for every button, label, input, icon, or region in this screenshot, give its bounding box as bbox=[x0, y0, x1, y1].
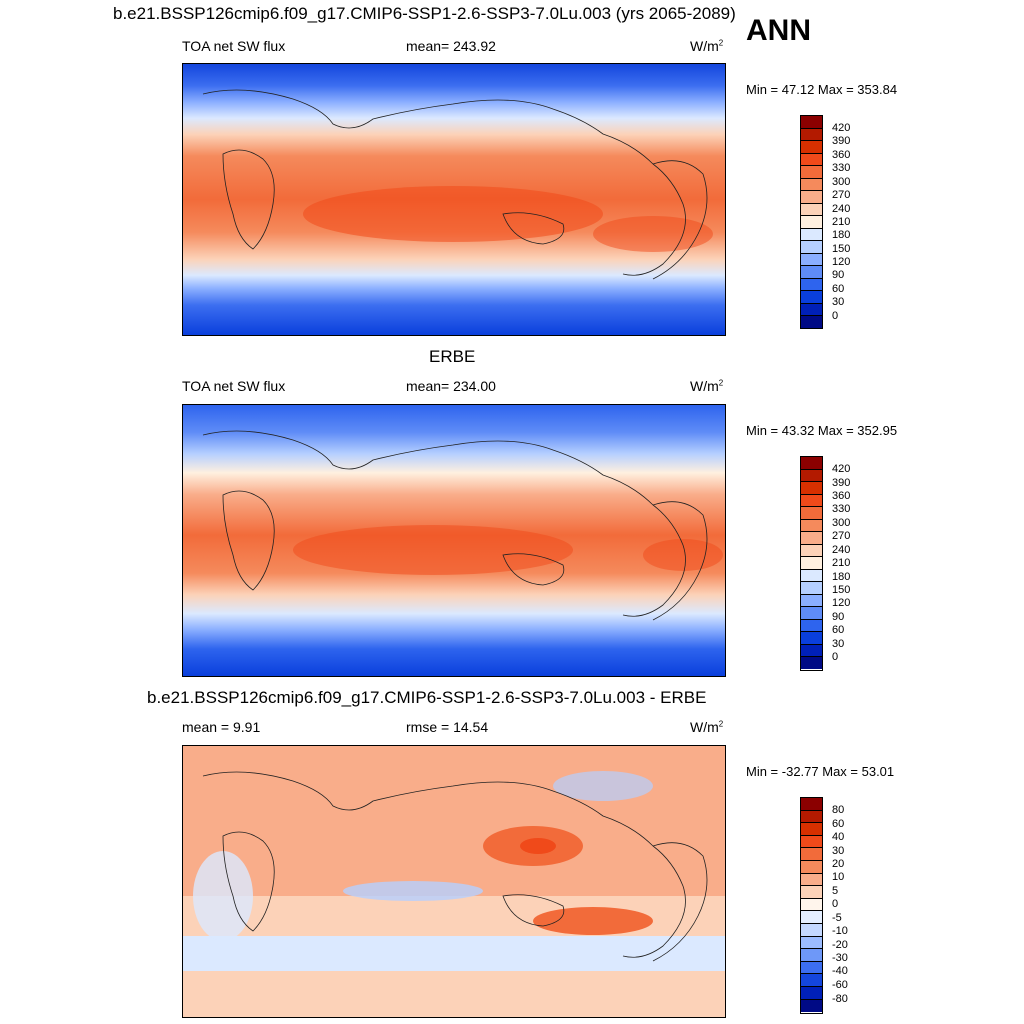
colorbar-tick: 60 bbox=[832, 818, 845, 830]
colorbar-tick: 10 bbox=[832, 871, 845, 883]
colorbar-tick: 240 bbox=[832, 544, 851, 556]
min-max-label: Min = -32.77 Max = 53.01 bbox=[746, 764, 895, 779]
colorbar-tick: 0 bbox=[832, 310, 839, 322]
rmse-label: rmse = 14.54 bbox=[406, 719, 489, 735]
colorbar-tick: 210 bbox=[832, 216, 851, 228]
variable-label: TOA net SW flux bbox=[182, 378, 286, 394]
colorbar-tick: 240 bbox=[832, 203, 851, 215]
colorbar-tick: 90 bbox=[832, 611, 845, 623]
colorbar-tick: 330 bbox=[832, 503, 851, 515]
colorbar-tick: 30 bbox=[832, 296, 845, 308]
colorbar-tick: 90 bbox=[832, 269, 845, 281]
colorbar-tick: 270 bbox=[832, 189, 851, 201]
map-canvas bbox=[183, 405, 725, 676]
panel-title: b.e21.BSSP126cmip6.f09_g17.CMIP6-SSP1-2.… bbox=[113, 4, 736, 23]
colorbar-tick: -5 bbox=[832, 912, 842, 924]
map-canvas bbox=[183, 64, 725, 335]
colorbar-tick: 30 bbox=[832, 638, 845, 650]
map-canvas bbox=[183, 746, 725, 1017]
colorbar-tick: 330 bbox=[832, 162, 851, 174]
contour-map bbox=[182, 404, 726, 677]
colorbar-tick: -20 bbox=[832, 939, 848, 951]
colorbar-tick: -10 bbox=[832, 925, 848, 937]
variable-label: TOA net SW flux bbox=[182, 38, 286, 54]
colorbar-tick: 360 bbox=[832, 490, 851, 502]
colorbar-tick: 390 bbox=[832, 477, 851, 489]
colorbar-tick: 270 bbox=[832, 530, 851, 542]
colorbar-tick: 420 bbox=[832, 122, 851, 134]
colorbar-tick: 210 bbox=[832, 557, 851, 569]
season-annotation: ANN bbox=[746, 14, 811, 47]
colorbar-tick: 0 bbox=[832, 651, 839, 663]
colorbar bbox=[800, 456, 823, 671]
colorbar-tick: 60 bbox=[832, 624, 845, 636]
colorbar-tick: 20 bbox=[832, 858, 845, 870]
colorbar-tick: 150 bbox=[832, 243, 851, 255]
colorbar-tick: 120 bbox=[832, 597, 851, 609]
units-label: W/m2 bbox=[690, 38, 724, 54]
panel-title: b.e21.BSSP126cmip6.f09_g17.CMIP6-SSP1-2.… bbox=[147, 688, 707, 707]
colorbar-tick: 180 bbox=[832, 229, 851, 241]
units-label: W/m2 bbox=[690, 378, 724, 394]
panel-title: ERBE bbox=[429, 347, 476, 366]
contour-map bbox=[182, 745, 726, 1018]
colorbar-tick: -60 bbox=[832, 979, 848, 991]
colorbar-tick: 5 bbox=[832, 885, 839, 897]
colorbar-tick: 120 bbox=[832, 256, 851, 268]
colorbar-tick: 0 bbox=[832, 898, 839, 910]
colorbar-tick: 80 bbox=[832, 804, 845, 816]
colorbar bbox=[800, 797, 823, 1014]
mean-label: mean= 243.92 bbox=[406, 38, 496, 54]
mean-label: mean = 9.91 bbox=[182, 719, 261, 735]
colorbar bbox=[800, 115, 823, 329]
units-label: W/m2 bbox=[690, 719, 724, 735]
min-max-label: Min = 43.32 Max = 352.95 bbox=[746, 423, 898, 438]
mean-label: mean= 234.00 bbox=[406, 378, 496, 394]
colorbar-tick: 390 bbox=[832, 135, 851, 147]
min-max-label: Min = 47.12 Max = 353.84 bbox=[746, 82, 898, 97]
contour-map bbox=[182, 63, 726, 336]
colorbar-tick: -40 bbox=[832, 965, 848, 977]
colorbar-tick: 180 bbox=[832, 571, 851, 583]
colorbar-tick: -30 bbox=[832, 952, 848, 964]
colorbar-tick: 150 bbox=[832, 584, 851, 596]
colorbar-tick: 420 bbox=[832, 463, 851, 475]
colorbar-tick: 300 bbox=[832, 176, 851, 188]
colorbar-tick: 30 bbox=[832, 845, 845, 857]
colorbar-tick: 300 bbox=[832, 517, 851, 529]
colorbar-tick: 40 bbox=[832, 831, 845, 843]
colorbar-tick: 360 bbox=[832, 149, 851, 161]
colorbar-tick: -80 bbox=[832, 993, 848, 1005]
colorbar-tick: 60 bbox=[832, 283, 845, 295]
